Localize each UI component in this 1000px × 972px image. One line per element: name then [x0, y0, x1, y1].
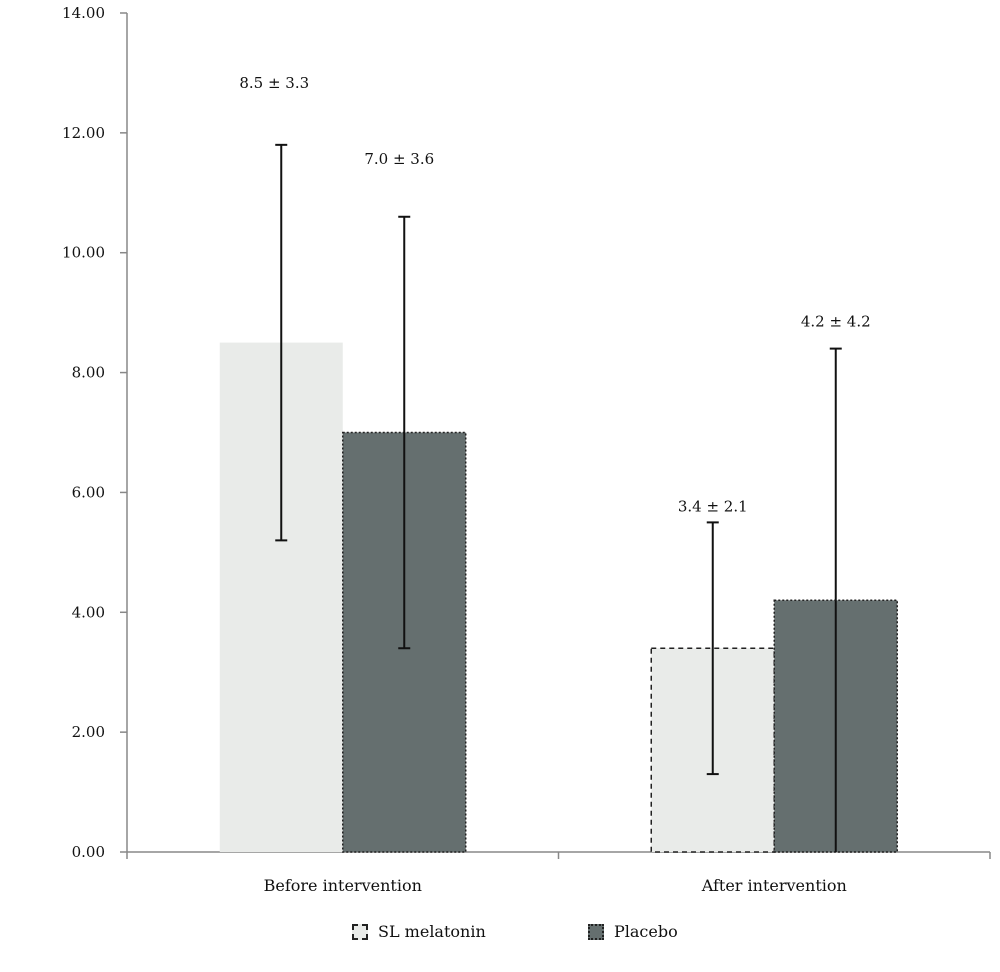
legend-item-sl-melatonin: SL melatonin [352, 922, 486, 941]
legend-label-placebo: Placebo [614, 922, 678, 941]
data-label: 7.0 ± 3.6 [364, 150, 434, 168]
x-category-label: Before intervention [264, 876, 422, 895]
bar-chart: 0.00 2.00 4.00 6.00 8.00 10.00 12.00 14.00 8.5 ±… [62, 4, 991, 895]
y-tick-label: 4.00 [72, 603, 105, 621]
y-tick-label: 12.00 [62, 124, 105, 142]
legend-item-placebo: Placebo [588, 922, 678, 941]
x-category-label: After intervention [701, 876, 847, 895]
data-label: 4.2 ± 4.2 [801, 313, 871, 331]
legend: SL melatonin Placebo [0, 922, 1000, 948]
y-tick-label: 2.00 [72, 723, 105, 741]
legend-swatch-placebo [588, 923, 604, 940]
legend-label-sl-melatonin: SL melatonin [378, 922, 486, 941]
data-label: 3.4 ± 2.1 [678, 497, 748, 515]
y-tick-label: 14.00 [62, 4, 105, 22]
legend-swatch-sl-melatonin [352, 923, 368, 940]
y-tick-label: 0.00 [72, 843, 105, 861]
y-tick-label: 10.00 [62, 244, 105, 262]
data-label: 8.5 ± 3.3 [239, 74, 309, 92]
y-tick-label: 6.00 [72, 483, 105, 501]
y-tick-label: 8.00 [72, 364, 105, 382]
